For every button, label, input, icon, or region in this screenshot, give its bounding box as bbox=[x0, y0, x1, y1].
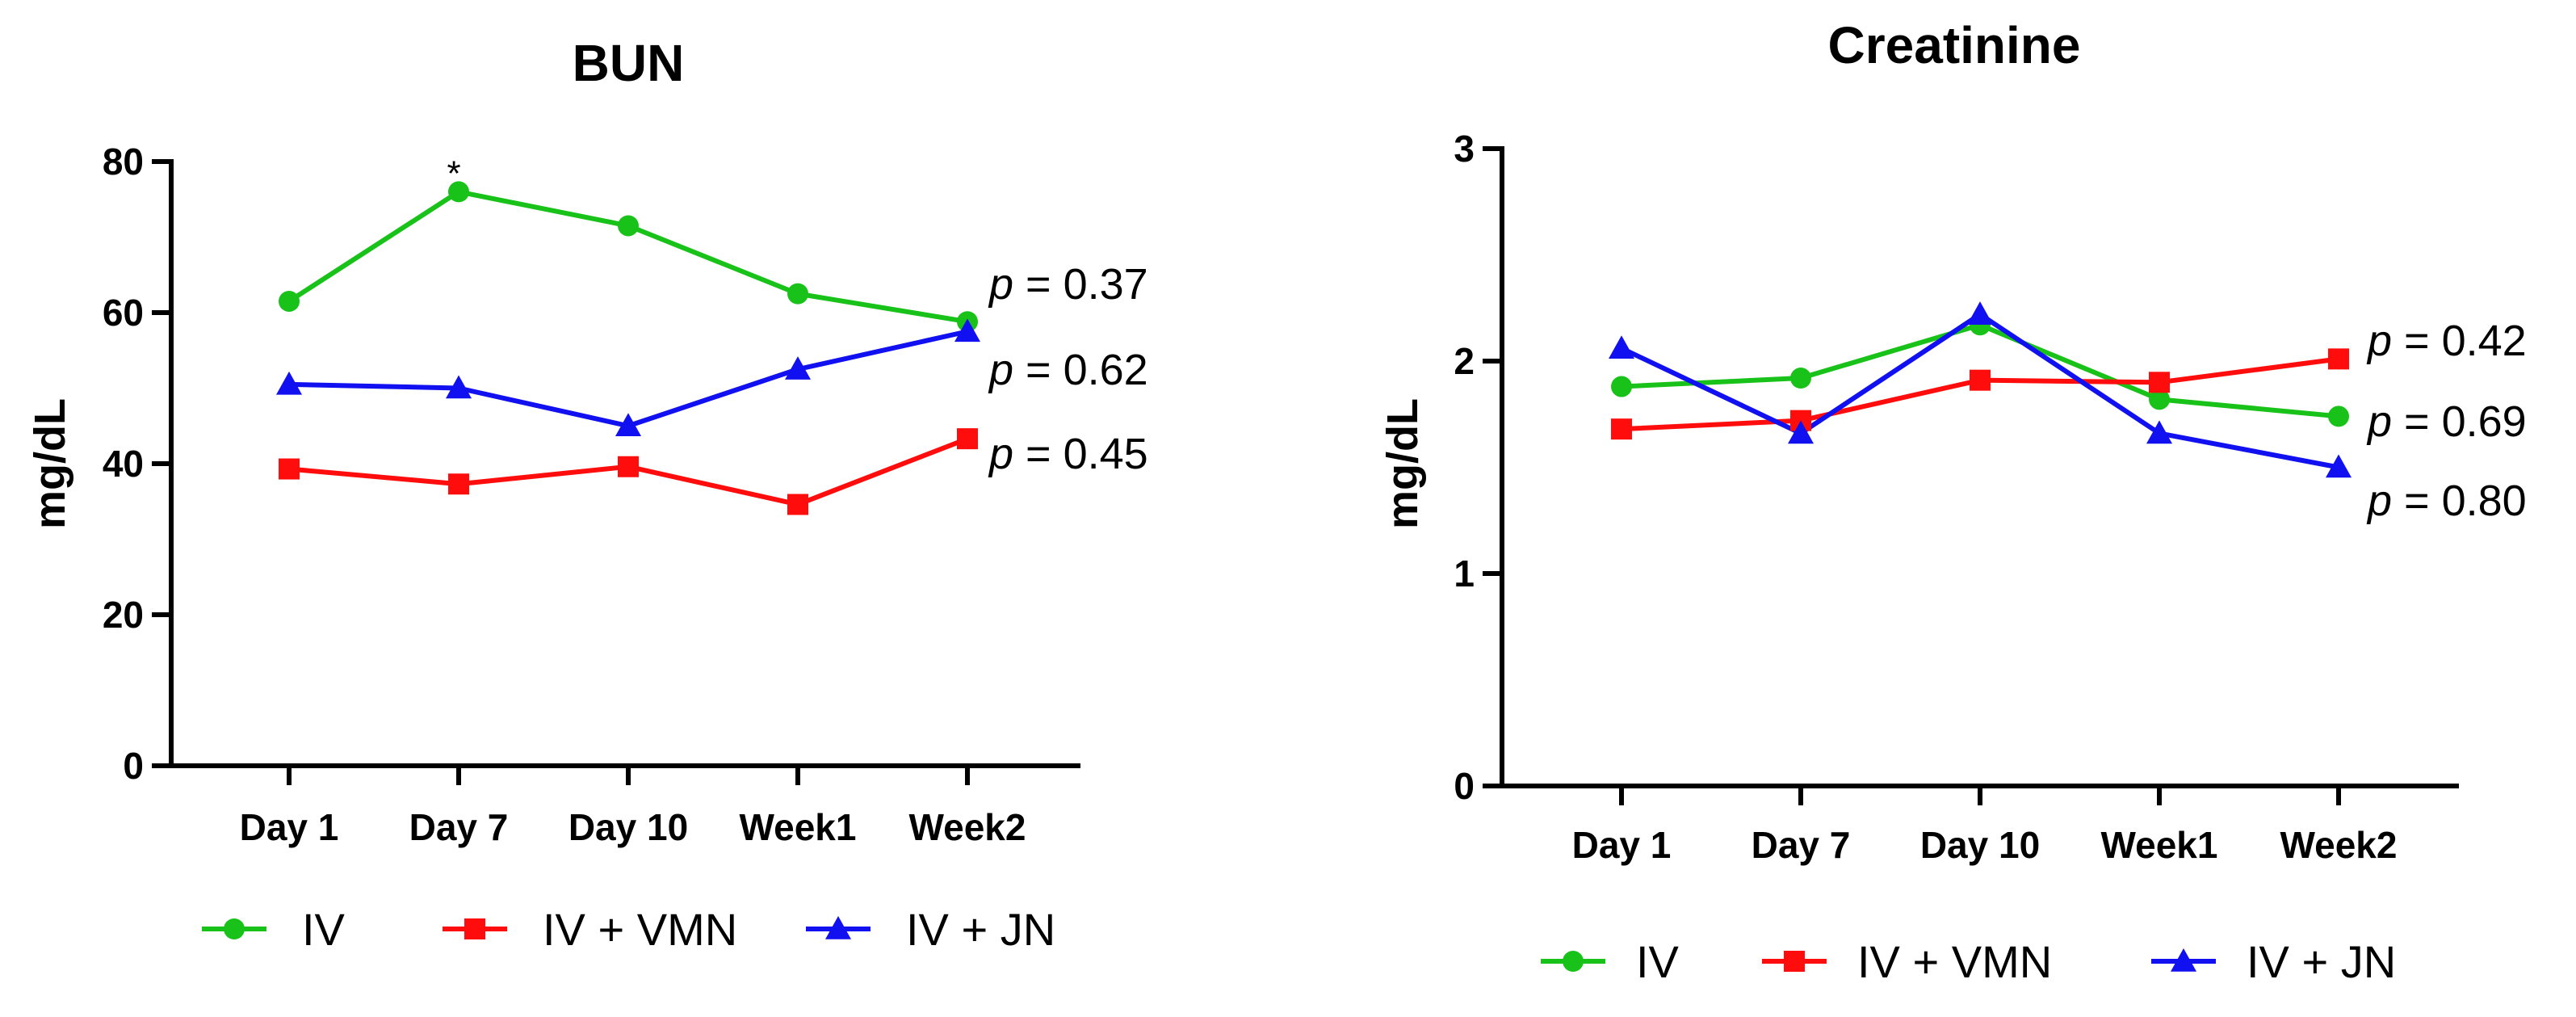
p-value-annotation: p = 0.80 bbox=[2366, 477, 2527, 525]
p-symbol: p bbox=[2366, 317, 2392, 365]
data-point bbox=[279, 458, 300, 480]
y-axis-label: mg/dL bbox=[1378, 398, 1427, 529]
p-symbol: p bbox=[988, 430, 1013, 478]
legend-label: IV bbox=[302, 904, 346, 955]
p-value: = 0.62 bbox=[1013, 346, 1148, 394]
chart-title: Creatinine bbox=[1828, 16, 2081, 74]
data-point bbox=[1609, 335, 1634, 359]
y-tick-label: 80 bbox=[103, 141, 144, 183]
series-line-iv-vmn bbox=[1621, 356, 2339, 432]
p-value: = 0.69 bbox=[2392, 397, 2527, 446]
x-tick-label: Week2 bbox=[2280, 824, 2398, 866]
x-tick-label: Week1 bbox=[2101, 824, 2218, 866]
data-point bbox=[279, 290, 300, 312]
data-point bbox=[2326, 454, 2352, 478]
p-value: = 0.42 bbox=[2392, 317, 2527, 365]
y-tick-label: 3 bbox=[1454, 128, 1475, 170]
x-tick-label: Day 7 bbox=[1752, 824, 1851, 866]
y-axis-label: mg/dL bbox=[26, 398, 74, 529]
data-point bbox=[2149, 389, 2170, 410]
y-tick-label: 40 bbox=[103, 443, 144, 485]
y-tick-label: 0 bbox=[1454, 765, 1475, 807]
legend-marker bbox=[464, 918, 485, 939]
data-point bbox=[954, 318, 980, 343]
x-tick-label: Day 10 bbox=[1920, 824, 2040, 866]
x-tick-label: Day 10 bbox=[568, 806, 688, 848]
data-point bbox=[446, 375, 472, 399]
data-point bbox=[2328, 348, 2349, 370]
y-tick-label: 0 bbox=[123, 745, 144, 787]
data-point bbox=[1788, 420, 1814, 444]
legend-marker bbox=[224, 918, 245, 939]
p-symbol: p bbox=[2366, 397, 2392, 446]
data-point bbox=[2328, 406, 2349, 427]
data-point bbox=[787, 494, 808, 515]
data-point bbox=[1967, 301, 1993, 325]
data-point bbox=[957, 428, 978, 450]
legend-marker bbox=[1784, 951, 1805, 972]
data-point bbox=[448, 473, 469, 495]
legend-label: IV + JN bbox=[906, 904, 1055, 955]
data-point bbox=[1611, 418, 1632, 440]
x-tick-label: Day 1 bbox=[240, 806, 339, 848]
p-value: = 0.37 bbox=[1013, 260, 1148, 309]
p-value-annotation: p = 0.45 bbox=[988, 430, 1148, 478]
x-tick-label: Week1 bbox=[740, 806, 857, 848]
p-symbol: p bbox=[988, 260, 1013, 309]
creatinine-chart: Creatinine mg/dL 0 1 2 3 Day 1 Day 7 Day 10 Week1… bbox=[1378, 16, 2527, 987]
data-point bbox=[1790, 368, 1811, 389]
data-point bbox=[618, 215, 639, 237]
data-point bbox=[1970, 369, 1991, 391]
legend-label: IV bbox=[1636, 936, 1680, 987]
legend-label: IV + JN bbox=[2247, 936, 2396, 987]
data-point bbox=[1611, 376, 1632, 397]
p-value-annotation: p = 0.62 bbox=[988, 346, 1148, 394]
bun-chart: BUN mg/dL 0 20 40 60 80 Day 1 Day 7 Day 10 Week1 We… bbox=[26, 34, 1148, 955]
data-point bbox=[276, 371, 302, 395]
data-point bbox=[2146, 420, 2172, 444]
chart-title: BUN bbox=[573, 34, 685, 92]
series-line-iv-jn bbox=[1620, 312, 2339, 470]
x-tick-label: Day 7 bbox=[409, 806, 509, 848]
data-point bbox=[448, 181, 469, 203]
series-line-iv-jn bbox=[288, 329, 968, 429]
data-point bbox=[2149, 372, 2170, 393]
p-symbol: p bbox=[988, 346, 1013, 394]
p-value-annotation: p = 0.42 bbox=[2366, 317, 2527, 365]
significance-star: * bbox=[447, 153, 460, 193]
y-tick-label: 1 bbox=[1454, 553, 1475, 595]
data-point bbox=[615, 413, 641, 437]
x-tick-label: Week2 bbox=[909, 806, 1026, 848]
p-value: = 0.45 bbox=[1013, 430, 1148, 478]
p-value: = 0.80 bbox=[2392, 477, 2527, 525]
y-tick-label: 20 bbox=[103, 594, 144, 636]
x-tick-label: Day 1 bbox=[1572, 824, 1672, 866]
legend-marker bbox=[2171, 948, 2196, 972]
data-point bbox=[785, 356, 811, 380]
legend-marker bbox=[1563, 951, 1584, 972]
legend-marker bbox=[825, 916, 851, 939]
p-symbol: p bbox=[2366, 477, 2392, 525]
p-value-annotation: p = 0.37 bbox=[988, 260, 1148, 309]
series-line-iv bbox=[287, 189, 968, 325]
p-value-annotation: p = 0.69 bbox=[2366, 397, 2527, 446]
data-point bbox=[787, 283, 808, 305]
y-tick-label: 60 bbox=[103, 292, 144, 334]
legend-label: IV + VMN bbox=[543, 904, 737, 955]
data-point bbox=[618, 456, 639, 477]
legend-label: IV + VMN bbox=[1857, 936, 2052, 987]
y-tick-label: 2 bbox=[1454, 340, 1475, 382]
